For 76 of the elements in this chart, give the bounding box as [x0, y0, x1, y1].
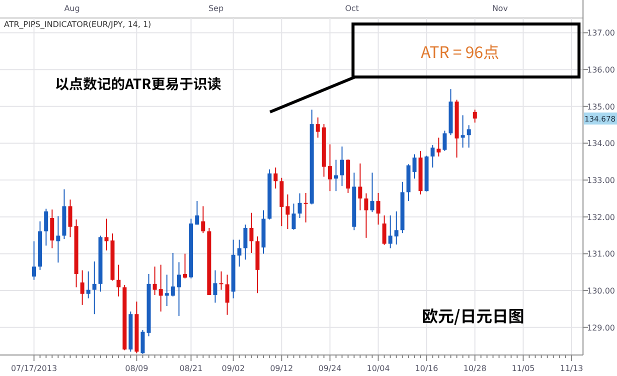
text: Aug: [64, 4, 80, 13]
candlestick: [140, 329, 145, 354]
x-tick-label: 09/02: [222, 364, 245, 373]
annotation: ATR_PIPS_INDICATOR(EUR/JPY, 14, 1): [4, 20, 152, 29]
candlestick: [472, 109, 477, 124]
annotation: 以点数记的ATR更易于识读: [55, 74, 222, 94]
text: Oct: [345, 4, 359, 13]
x-tick-label: 08/21: [180, 364, 203, 373]
x-tick-label: 10/16: [415, 364, 438, 373]
candlestick: [340, 146, 344, 186]
candlestick: [56, 216, 60, 264]
candlestick: [80, 270, 84, 306]
candlestick: [442, 130, 447, 152]
annotation: ATR = 96点: [420, 39, 500, 63]
x-tick-label: 09/24: [318, 364, 342, 373]
x-tick-label: 10/28: [463, 364, 486, 373]
x-tick-label: 10/04: [366, 364, 390, 373]
text: Nov: [492, 4, 508, 13]
x-tick-label: 09/12: [270, 364, 294, 373]
y-tick-label: 134.00: [587, 139, 615, 148]
candlestick: [170, 252, 175, 297]
annotation: 欧元/日元日图: [422, 303, 524, 327]
candlestick: [44, 208, 48, 246]
x-tick-label: 08/09: [125, 364, 148, 373]
x-tick-label: 11/13: [560, 364, 584, 373]
candlestick: [249, 212, 254, 254]
text: Sep: [208, 4, 224, 13]
candlestick: [466, 124, 471, 148]
candlestick: [50, 209, 54, 249]
candlestick: [436, 137, 441, 157]
candlestick: [201, 206, 206, 234]
y-tick-label: 132.00: [587, 212, 615, 222]
candlestick: [382, 214, 386, 246]
candlestick: [412, 154, 417, 180]
candlestick: [225, 274, 230, 316]
x-tick-label: 07/17/2013: [10, 364, 58, 373]
y-tick-label: 131.00: [587, 250, 615, 259]
candlestick: [182, 253, 187, 279]
candlestick: [68, 199, 72, 238]
y-tick-label: 137.00: [587, 28, 615, 38]
candlestick: [274, 167, 278, 190]
y-tick-label: 136.00: [587, 66, 615, 75]
y-tick-label: 129.00: [587, 323, 615, 332]
candlestick: [376, 192, 380, 226]
candlestick: [316, 116, 320, 138]
candlestick: [430, 144, 435, 168]
candlestick: [460, 114, 465, 148]
candlestick: [388, 214, 392, 249]
candlestick: [213, 270, 218, 304]
candlestick: [328, 144, 332, 192]
candlestick: [164, 274, 169, 307]
y-tick-label: 135.00: [587, 102, 615, 112]
candlestick: [394, 210, 398, 246]
candlestick: [364, 192, 368, 238]
candlestick: [92, 260, 96, 315]
candlestick: [334, 159, 338, 192]
y-tick-label: 130.00: [587, 286, 615, 296]
candlestick: [237, 239, 242, 268]
candlestick: [292, 203, 296, 230]
candlestick: [176, 262, 181, 316]
candlestick: [219, 270, 224, 290]
candlestick: [152, 266, 157, 296]
candlestick: [358, 162, 362, 211]
candlestick: [104, 218, 108, 251]
candlestick: [304, 192, 308, 223]
x-tick-label: 11/05: [512, 364, 535, 373]
candlestick: [158, 264, 163, 312]
candlestick: [32, 240, 36, 280]
candlestick: [86, 270, 90, 299]
candlestick: [286, 194, 290, 230]
candlestick: [195, 200, 200, 226]
candlestick: [370, 172, 374, 213]
candlestick: [243, 224, 248, 260]
candlestick: [298, 192, 302, 218]
candlestick: [116, 264, 121, 297]
y-tick-label: 133.00: [587, 176, 615, 186]
